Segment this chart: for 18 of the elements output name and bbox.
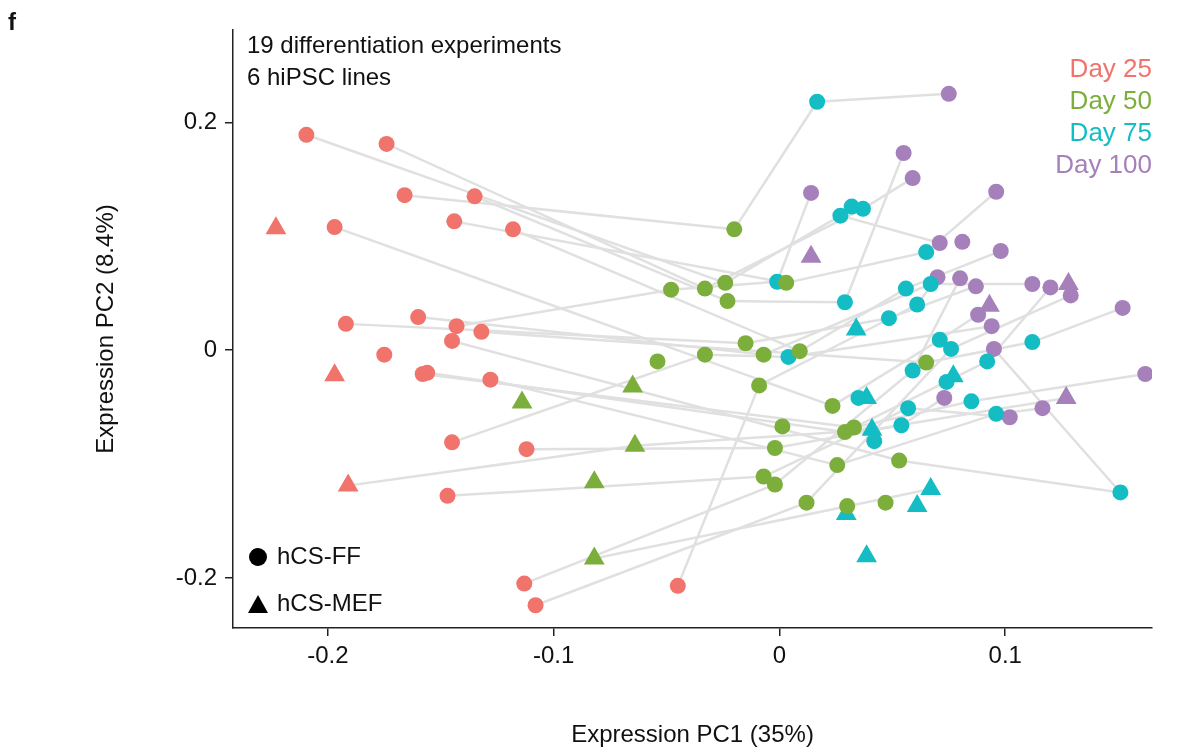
x-tick-label: 0.1 (988, 641, 1022, 669)
x-tick-label: -0.1 (532, 641, 575, 669)
text: Day 50 (1068, 84, 1152, 116)
y-axis-title: Expression PC2 (8.4%) (91, 204, 119, 454)
text: f (8, 8, 16, 36)
text: Day 75 (1068, 116, 1152, 148)
y-tick-label: 0.2 (183, 106, 217, 134)
y-tick-label: 0 (203, 334, 217, 362)
y-tick-label: -0.2 (175, 562, 217, 590)
annotation: 6 hiPSC lines (247, 63, 392, 91)
x-axis-title: Expression PC1 (35%) (571, 720, 814, 748)
text: Day 100 (1055, 148, 1152, 180)
annotation: hCS-FF (277, 542, 361, 570)
x-tick-label: -0.2 (307, 641, 349, 669)
annotation: hCS-MEF (277, 589, 383, 617)
annotation: 19 differentiation experiments (247, 31, 562, 59)
x-tick-label: 0 (772, 641, 787, 669)
text: Day 25 (1068, 52, 1152, 84)
